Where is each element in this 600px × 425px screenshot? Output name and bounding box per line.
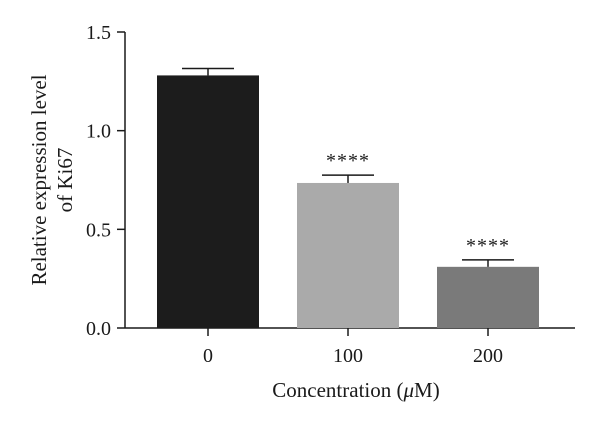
y-axis-title-line-2: of Ki67 [53, 148, 77, 213]
x-axis-title-suffix: M) [414, 378, 440, 402]
bars-group [157, 75, 539, 328]
significance-label: **** [326, 150, 370, 172]
y-tick-label: 1.0 [86, 121, 111, 143]
x-tick-label: 200 [473, 345, 503, 367]
x-tick-label: 0 [203, 345, 213, 367]
y-axis: 0.0 0.5 1.0 1.5 [86, 22, 126, 340]
significance-group: **** **** [326, 150, 510, 257]
y-axis-title-line-1: Relative expression level [27, 74, 51, 285]
x-axis-title: Concentration (μM) [272, 378, 439, 402]
x-axis: 0 100 200 [125, 327, 575, 367]
significance-label: **** [466, 235, 510, 257]
y-tick-label: 0.0 [86, 318, 111, 340]
y-tick-label: 1.5 [86, 22, 111, 44]
x-axis-title-prefix: Concentration ( [272, 378, 403, 402]
bar [157, 75, 259, 328]
bar [297, 182, 399, 328]
bar [437, 266, 539, 328]
y-tick-label: 0.5 [86, 219, 111, 241]
x-axis-title-unit: μ [403, 378, 415, 402]
x-tick-label: 100 [333, 345, 363, 367]
error-bars-group [182, 67, 514, 267]
